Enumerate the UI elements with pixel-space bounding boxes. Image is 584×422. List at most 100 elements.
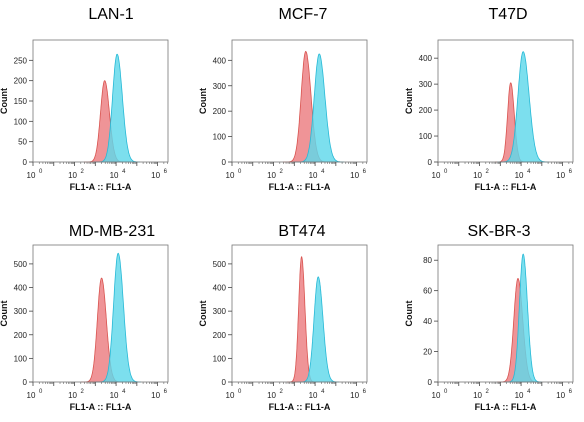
y-tick-label: 0 <box>222 158 227 167</box>
x-tick-exponent: 6 <box>363 169 367 175</box>
x-tick-exponent: 4 <box>122 389 126 395</box>
x-tick-exponent: 0 <box>39 389 43 395</box>
y-tick-label: 400 <box>419 54 433 63</box>
panel-title: MD-MB-231 <box>69 223 155 240</box>
x-tick-label: 10 <box>226 391 235 400</box>
y-tick-label: 300 <box>419 80 433 89</box>
y-tick-label: 0 <box>428 378 433 387</box>
x-tick-exponent: 4 <box>527 389 531 395</box>
y-tick-label: 100 <box>14 354 28 363</box>
y-tick-label: 400 <box>14 284 28 293</box>
y-tick-label: 100 <box>14 117 28 126</box>
x-tick-label: 10 <box>515 391 524 400</box>
x-tick-exponent: 2 <box>280 389 284 395</box>
y-tick-label: 100 <box>213 133 227 142</box>
panel-title: T47D <box>488 6 527 23</box>
x-axis-label: FL1-A :: FL1-A <box>475 402 537 412</box>
y-axis-label: Count <box>404 301 414 327</box>
plot-frame <box>231 39 368 163</box>
x-tick-label: 10 <box>309 391 318 400</box>
y-tick-label: 0 <box>222 378 227 387</box>
x-tick-label: 10 <box>309 171 318 180</box>
y-tick-label: 200 <box>213 107 227 116</box>
plot-frame <box>32 244 169 383</box>
x-tick-exponent: 6 <box>164 389 168 395</box>
y-tick-label: 100 <box>213 354 227 363</box>
x-tick-exponent: 2 <box>81 389 85 395</box>
y-axis-label: Count <box>198 88 208 114</box>
x-tick-exponent: 2 <box>486 169 490 175</box>
sample-histogram <box>497 51 550 163</box>
x-tick-label: 10 <box>350 171 359 180</box>
x-tick-label: 10 <box>350 391 359 400</box>
x-tick-label: 10 <box>110 391 119 400</box>
y-tick-label: 200 <box>14 331 28 340</box>
y-tick-label: 150 <box>14 97 28 106</box>
x-tick-label: 10 <box>151 391 160 400</box>
sample-histogram <box>95 252 141 383</box>
y-tick-label: 0 <box>23 378 28 387</box>
y-tick-label: 300 <box>213 307 227 316</box>
plot-frame <box>437 39 574 163</box>
x-tick-label: 10 <box>473 391 482 400</box>
x-axis-label: FL1-A :: FL1-A <box>70 182 132 192</box>
y-tick-label: 500 <box>213 260 227 269</box>
y-axis-label: Count <box>0 301 9 327</box>
x-tick-label: 10 <box>432 391 441 400</box>
x-tick-label: 10 <box>473 171 482 180</box>
x-tick-exponent: 6 <box>569 389 573 395</box>
x-axis-label: FL1-A :: FL1-A <box>269 402 331 412</box>
y-axis-label: Count <box>198 301 208 327</box>
x-tick-exponent: 0 <box>444 389 448 395</box>
x-axis-label: FL1-A :: FL1-A <box>70 402 132 412</box>
y-tick-label: 400 <box>213 284 227 293</box>
sample-histogram <box>504 253 542 383</box>
y-axis-label: Count <box>0 88 9 114</box>
y-tick-label: 400 <box>213 56 227 65</box>
x-tick-exponent: 6 <box>363 389 367 395</box>
x-tick-label: 10 <box>515 171 524 180</box>
x-tick-label: 10 <box>110 171 119 180</box>
panel-title: SK-BR-3 <box>467 223 530 240</box>
x-tick-exponent: 4 <box>321 389 325 395</box>
x-tick-exponent: 4 <box>122 169 126 175</box>
x-tick-label: 10 <box>27 391 36 400</box>
x-tick-label: 10 <box>68 171 77 180</box>
y-tick-label: 200 <box>14 77 28 86</box>
x-axis-label: FL1-A :: FL1-A <box>475 182 537 192</box>
x-tick-exponent: 0 <box>444 169 448 175</box>
x-tick-exponent: 4 <box>527 169 531 175</box>
x-tick-exponent: 4 <box>321 169 325 175</box>
x-tick-label: 10 <box>27 171 36 180</box>
panel-title: MCF-7 <box>279 6 328 23</box>
y-tick-label: 80 <box>423 256 432 265</box>
x-tick-label: 10 <box>432 171 441 180</box>
y-tick-label: 300 <box>14 307 28 316</box>
x-tick-exponent: 2 <box>81 169 85 175</box>
y-tick-label: 40 <box>423 317 432 326</box>
y-tick-label: 250 <box>14 56 28 65</box>
x-tick-exponent: 0 <box>238 169 242 175</box>
x-tick-exponent: 0 <box>238 389 242 395</box>
y-tick-label: 200 <box>419 106 433 115</box>
y-tick-label: 300 <box>213 82 227 91</box>
y-axis-label: Count <box>404 88 414 114</box>
x-tick-label: 10 <box>151 171 160 180</box>
x-tick-exponent: 6 <box>164 169 168 175</box>
x-tick-exponent: 0 <box>39 169 43 175</box>
y-tick-label: 200 <box>213 331 227 340</box>
y-tick-label: 0 <box>428 158 433 167</box>
y-tick-label: 100 <box>419 132 433 141</box>
x-tick-label: 10 <box>556 391 565 400</box>
y-tick-label: 50 <box>18 138 27 147</box>
plot-frame <box>437 244 574 383</box>
x-tick-exponent: 6 <box>569 169 573 175</box>
x-tick-label: 10 <box>267 391 276 400</box>
